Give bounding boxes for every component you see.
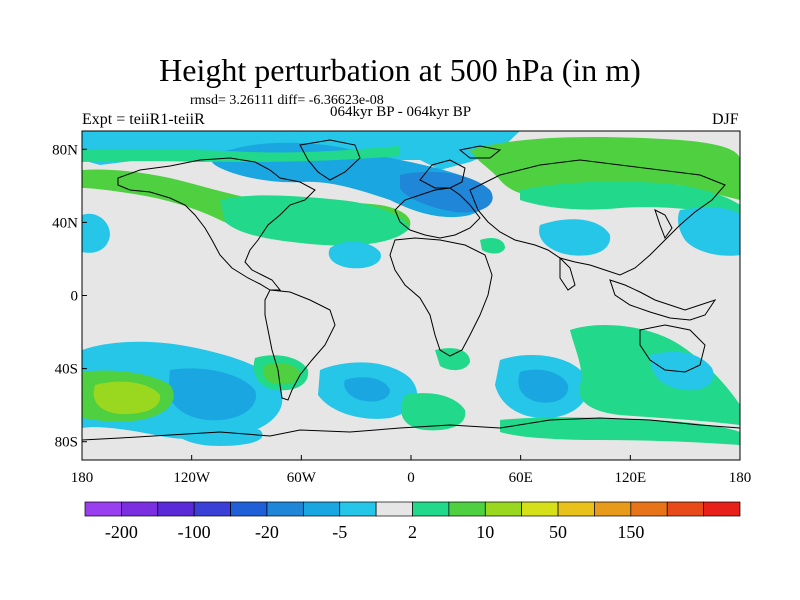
coast-arctic-islands [458, 145, 502, 159]
colorbar-swatch [630, 501, 668, 517]
contour-pos-antarctic [500, 417, 740, 445]
coast-scandinavia [419, 159, 466, 189]
colorbar-label: -200 [105, 522, 138, 542]
coast-greenland [299, 139, 361, 181]
colorbar-label: 10 [476, 522, 494, 542]
colorbar-label: 150 [617, 522, 644, 542]
colorbar-swatch [594, 501, 632, 517]
colorbar-swatch [412, 501, 450, 517]
lat-tick-label: 80S [55, 435, 78, 451]
lon-ticks: 180 120W 60W 0 60E 120E 180 [71, 455, 752, 486]
coast-asia [469, 159, 726, 276]
colorbar-swatch [448, 501, 486, 517]
contour-neg-sindian-core [518, 369, 569, 403]
colorbar-swatch [266, 501, 304, 517]
coast-australia [639, 324, 706, 373]
colorbar-swatch [521, 501, 559, 517]
lat-ticks: 80N 40N 0 40S 80S [52, 142, 87, 451]
lon-tick-label: 60E [509, 470, 533, 486]
contour-neg-antarctic-w [170, 422, 263, 446]
lat-tick-label: 40N [52, 215, 78, 231]
coast-seasia [609, 279, 717, 321]
contour-neg-epacific [677, 207, 740, 256]
contour-neg-asia [539, 219, 611, 256]
colorbar-swatch [666, 501, 704, 517]
contour-neg-spac-e [650, 351, 714, 391]
colorbar-swatch [84, 501, 122, 517]
contour-pos-safrica [435, 348, 470, 371]
contour-pos-med [480, 237, 505, 254]
contour-pos-natl-light [220, 195, 410, 246]
contour-neg-pacific-w [82, 213, 110, 253]
coast-india [559, 256, 576, 291]
colorbar: -200 -100 -20 -5 2 10 50 150 [84, 501, 741, 542]
colorbar-swatch [157, 501, 195, 517]
coast-north-america [117, 157, 316, 291]
coast-south-america [264, 289, 336, 401]
coast-europe [394, 187, 481, 239]
colorbar-swatch [121, 501, 159, 517]
lon-tick-label: 0 [407, 470, 415, 486]
experiment-label: Expt = teiiR1-teiiR [82, 111, 205, 128]
contour-pos-sindian [401, 393, 466, 431]
colorbar-swatch [230, 501, 268, 517]
contour-pos-arctic-strip [82, 146, 400, 162]
lon-tick-label: 120W [173, 470, 211, 486]
colorbar-label: 50 [549, 522, 567, 542]
map-panel: 80N 40N 0 40S 80S 180 120W 60W 0 60E 120E 180 [52, 130, 752, 486]
colorbar-label: -5 [332, 522, 347, 542]
colorbar-swatch [302, 501, 341, 517]
contour-pos-asia-light [520, 181, 740, 215]
colorbar-swatch [484, 501, 523, 517]
plot-title: Height perturbation at 500 hPa (in m) [159, 52, 641, 88]
lon-tick-label: 180 [729, 470, 752, 486]
lon-tick-label: 60W [287, 470, 317, 486]
coast-japan [654, 209, 673, 240]
lat-tick-label: 0 [71, 289, 79, 305]
period-text: 064kyr BP - 064kyr BP [330, 104, 472, 120]
contour-field [82, 131, 740, 446]
lat-tick-label: 80N [52, 142, 78, 158]
lat-tick-label: 40S [55, 362, 78, 378]
stats-text: rmsd= 3.26111 diff= -6.36623e-08 [190, 93, 384, 108]
colorbar-label: -100 [178, 522, 211, 542]
contour-neg-spacific-mid [168, 368, 256, 421]
season-label: DJF [712, 111, 739, 128]
colorbar-label: 2 [408, 522, 417, 542]
lon-tick-label: 180 [71, 470, 94, 486]
coast-africa [389, 237, 493, 357]
colorbar-swatch [193, 501, 231, 517]
contour-neg-satl-core [344, 377, 390, 402]
contour-pos-samerica-core [263, 362, 300, 385]
colorbar-swatch [557, 501, 595, 517]
colorbar-swatch [375, 501, 413, 517]
colorbar-label: -20 [255, 522, 279, 542]
coast-antarctica [82, 417, 740, 441]
lon-tick-label: 120E [614, 470, 646, 486]
colorbar-swatch [339, 501, 377, 517]
contour-neg-npacific [328, 241, 381, 269]
coastlines [82, 139, 740, 441]
contour-pos-saustralia [570, 325, 740, 425]
colorbar-swatch [703, 501, 741, 517]
contour-pos-spacific-core [93, 381, 161, 415]
